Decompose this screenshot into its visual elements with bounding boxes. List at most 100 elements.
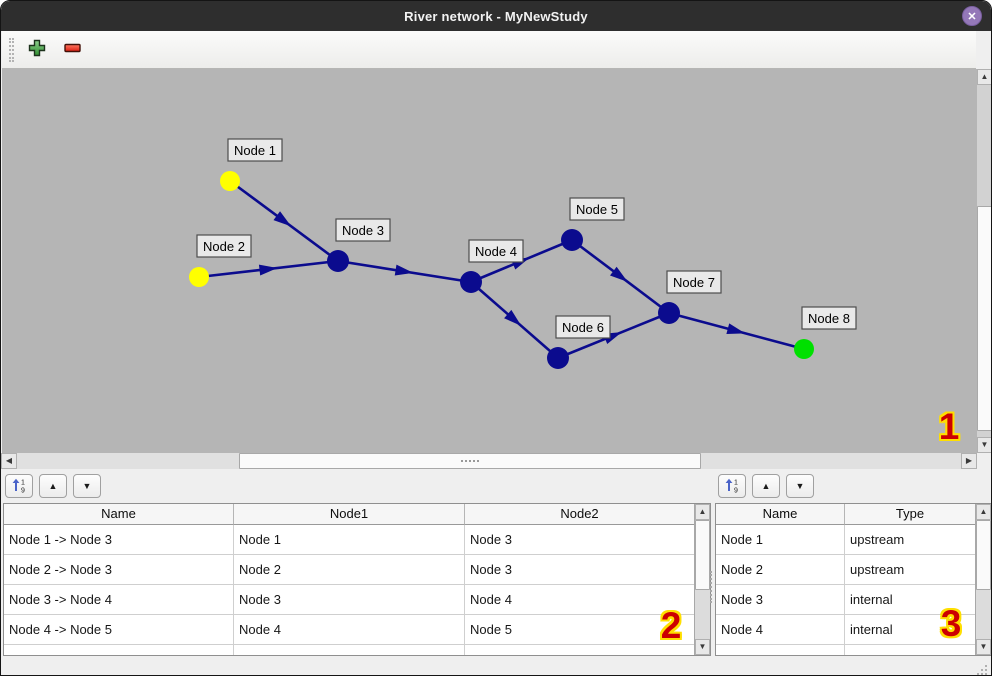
table-row[interactable]: Node 4 internal <box>716 615 976 645</box>
triangle-down-icon: ▼ <box>82 481 92 491</box>
table-cell[interactable]: Node 2 <box>234 555 465 585</box>
table-cell[interactable] <box>4 645 234 655</box>
remove-node-button[interactable] <box>60 37 86 63</box>
table-cell[interactable]: Node 3 <box>465 555 695 585</box>
network-canvas[interactable]: Node 1 Node 2 Node 3 Node 4 Node 5 Node 6 Node… <box>2 69 977 453</box>
scroll-right-button[interactable]: ▶ <box>961 453 977 469</box>
table-cell[interactable] <box>716 645 845 655</box>
column-header-node1[interactable]: Node1 <box>234 504 465 525</box>
svg-text:1: 1 <box>21 480 25 487</box>
table-cell[interactable]: Node 4 <box>234 615 465 645</box>
node-label-box[interactable] <box>555 315 611 339</box>
canvas-horizontal-scrollbar[interactable]: ◀ ▶ <box>1 453 977 469</box>
node-label-box[interactable] <box>335 218 391 242</box>
table-cell[interactable]: Node 3 <box>465 525 695 555</box>
vertical-scroll-thumb[interactable] <box>977 206 991 431</box>
column-header-node2[interactable]: Node2 <box>465 504 695 525</box>
table-cell[interactable]: internal <box>845 585 976 615</box>
table-cell[interactable]: Node 1 <box>716 525 845 555</box>
node-label-box[interactable] <box>801 306 857 330</box>
node-label: Node 6 <box>562 320 604 335</box>
nodes-sort-button[interactable]: 1 9 <box>718 474 746 498</box>
table-row[interactable]: Node 4 -> Node 5 Node 4 Node 5 <box>4 615 695 645</box>
scroll-down-button[interactable]: ▼ <box>977 437 991 453</box>
table-cell[interactable]: Node 1 <box>234 525 465 555</box>
table-row[interactable]: Node 3 -> Node 4 Node 3 Node 4 <box>4 585 695 615</box>
nodes-table: Name Type Node 1 upstream Node 2 upstream Node… <box>715 503 991 656</box>
node-label: Node 4 <box>475 244 517 259</box>
table-header-row: Name Node1 Node2 <box>4 504 695 525</box>
close-button[interactable]: ✕ <box>962 6 982 26</box>
links-move-up-button[interactable]: ▲ <box>39 474 67 498</box>
table-row[interactable] <box>4 645 695 655</box>
links-move-down-button[interactable]: ▼ <box>73 474 101 498</box>
table-cell[interactable]: Node 4 -> Node 5 <box>4 615 234 645</box>
scroll-up-button[interactable]: ▲ <box>977 69 991 85</box>
table-cell[interactable] <box>465 645 695 655</box>
node-label-box[interactable] <box>666 270 722 294</box>
nodes-move-up-button[interactable]: ▲ <box>752 474 780 498</box>
table-row[interactable]: Node 1 -> Node 3 Node 1 Node 3 <box>4 525 695 555</box>
table-row[interactable]: Node 3 internal <box>716 585 976 615</box>
river-node[interactable] <box>561 229 583 251</box>
triangle-up-icon: ▲ <box>761 481 771 491</box>
river-node[interactable] <box>189 267 209 287</box>
resize-grip-icon[interactable] <box>981 669 983 671</box>
scroll-down-button[interactable]: ▼ <box>695 639 710 655</box>
svg-text:9: 9 <box>21 488 25 494</box>
toolbar-drag-handle[interactable] <box>9 37 14 62</box>
scroll-left-button[interactable]: ◀ <box>1 453 17 469</box>
table-cell[interactable]: internal <box>845 615 976 645</box>
table-row[interactable] <box>716 645 976 655</box>
table-cell[interactable]: Node 3 -> Node 4 <box>4 585 234 615</box>
river-node[interactable] <box>794 339 814 359</box>
flow-arrow-icon <box>610 266 628 282</box>
table-cell[interactable]: Node 3 <box>234 585 465 615</box>
table-cell[interactable]: Node 5 <box>465 615 695 645</box>
table-cell[interactable]: Node 4 <box>465 585 695 615</box>
links-table-scrollbar[interactable]: ▲ ▼ <box>694 504 710 655</box>
node-label-box[interactable] <box>227 138 283 162</box>
node-label-box[interactable] <box>569 197 625 221</box>
table-row[interactable]: Node 2 -> Node 3 Node 2 Node 3 <box>4 555 695 585</box>
panel-splitter-handle[interactable] <box>710 571 715 603</box>
vertical-scroll-thumb[interactable] <box>695 520 710 590</box>
scroll-down-button[interactable]: ▼ <box>976 639 991 655</box>
table-cell[interactable]: Node 2 -> Node 3 <box>4 555 234 585</box>
column-header-type[interactable]: Type <box>845 504 976 525</box>
table-row[interactable]: Node 2 upstream <box>716 555 976 585</box>
table-cell[interactable]: Node 2 <box>716 555 845 585</box>
flow-arrow-icon <box>504 309 522 326</box>
column-header-name[interactable]: Name <box>4 504 234 525</box>
nodes-move-down-button[interactable]: ▼ <box>786 474 814 498</box>
river-node[interactable] <box>460 271 482 293</box>
river-node[interactable] <box>327 250 349 272</box>
nodes-table-scrollbar[interactable]: ▲ ▼ <box>975 504 991 655</box>
table-cell[interactable] <box>234 645 465 655</box>
scroll-up-button[interactable]: ▲ <box>695 504 710 520</box>
column-header-name[interactable]: Name <box>716 504 845 525</box>
scroll-up-button[interactable]: ▲ <box>976 504 991 520</box>
links-sort-button[interactable]: 1 9 <box>5 474 33 498</box>
table-cell[interactable]: Node 1 -> Node 3 <box>4 525 234 555</box>
node-label: Node 1 <box>234 143 276 158</box>
canvas-vertical-scrollbar[interactable]: ▲ ▼ <box>977 69 991 453</box>
flow-arrow-icon <box>394 264 414 276</box>
river-node[interactable] <box>547 347 569 369</box>
table-cell[interactable]: upstream <box>845 525 976 555</box>
table-cell[interactable]: Node 4 <box>716 615 845 645</box>
table-cell[interactable]: upstream <box>845 555 976 585</box>
horizontal-scroll-thumb[interactable] <box>239 453 701 469</box>
add-node-button[interactable] <box>24 37 50 63</box>
table-cell[interactable] <box>845 645 976 655</box>
table-cell[interactable]: Node 3 <box>716 585 845 615</box>
node-label-box[interactable] <box>196 234 252 258</box>
vertical-scroll-thumb[interactable] <box>976 520 991 590</box>
river-node[interactable] <box>220 171 240 191</box>
river-node[interactable] <box>658 302 680 324</box>
titlebar[interactable]: River network - MyNewStudy ✕ <box>1 1 991 31</box>
node-label-box[interactable] <box>468 239 524 263</box>
table-row[interactable]: Node 1 upstream <box>716 525 976 555</box>
node-label: Node 7 <box>673 275 715 290</box>
